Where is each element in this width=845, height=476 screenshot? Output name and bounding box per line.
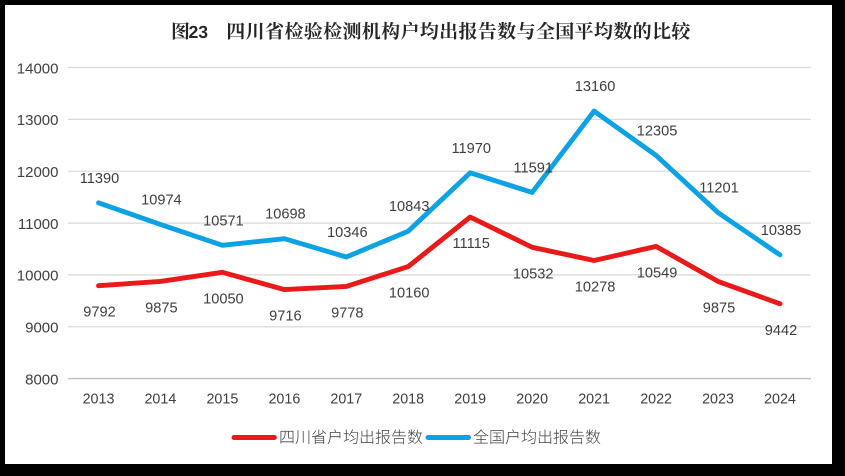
svg-text:2020: 2020 [516,392,548,408]
svg-text:2016: 2016 [268,392,300,408]
svg-text:2015: 2015 [206,392,238,408]
svg-text:10532: 10532 [513,266,554,282]
svg-text:10385: 10385 [761,223,802,239]
svg-text:10698: 10698 [265,207,306,223]
svg-text:11000: 11000 [18,216,59,233]
svg-text:10278: 10278 [575,280,616,296]
svg-text:12305: 12305 [637,123,678,139]
svg-text:2017: 2017 [330,392,362,408]
svg-text:9716: 9716 [269,309,301,325]
svg-text:2021: 2021 [578,392,610,408]
svg-text:10050: 10050 [203,291,244,307]
svg-text:10346: 10346 [327,225,368,241]
svg-text:2014: 2014 [144,392,176,408]
svg-text:11115: 11115 [453,236,490,252]
svg-text:10974: 10974 [141,192,182,208]
svg-text:2022: 2022 [640,392,672,408]
svg-text:10549: 10549 [637,265,678,281]
svg-text:2019: 2019 [454,392,486,408]
svg-text:9778: 9778 [331,305,363,321]
svg-text:13000: 13000 [17,112,59,129]
svg-text:10571: 10571 [203,213,244,229]
svg-text:11591: 11591 [513,160,553,176]
svg-text:9442: 9442 [765,323,797,339]
svg-text:9875: 9875 [703,300,735,316]
svg-text:9000: 9000 [25,320,58,337]
svg-text:10000: 10000 [17,268,59,285]
svg-text:2024: 2024 [764,392,796,408]
svg-text:14000: 14000 [17,60,59,77]
svg-text:9792: 9792 [83,305,115,321]
svg-text:10160: 10160 [389,286,430,302]
svg-text:11970: 11970 [451,141,491,157]
svg-text:2013: 2013 [83,392,115,408]
svg-text:2023: 2023 [702,392,734,408]
svg-text:9875: 9875 [145,300,177,316]
svg-text:12000: 12000 [17,164,59,181]
svg-text:2018: 2018 [392,392,424,408]
svg-text:11390: 11390 [80,171,120,187]
svg-text:8000: 8000 [25,371,58,388]
svg-text:10843: 10843 [389,199,430,215]
svg-text:11201: 11201 [699,181,739,197]
svg-text:13160: 13160 [575,79,616,95]
